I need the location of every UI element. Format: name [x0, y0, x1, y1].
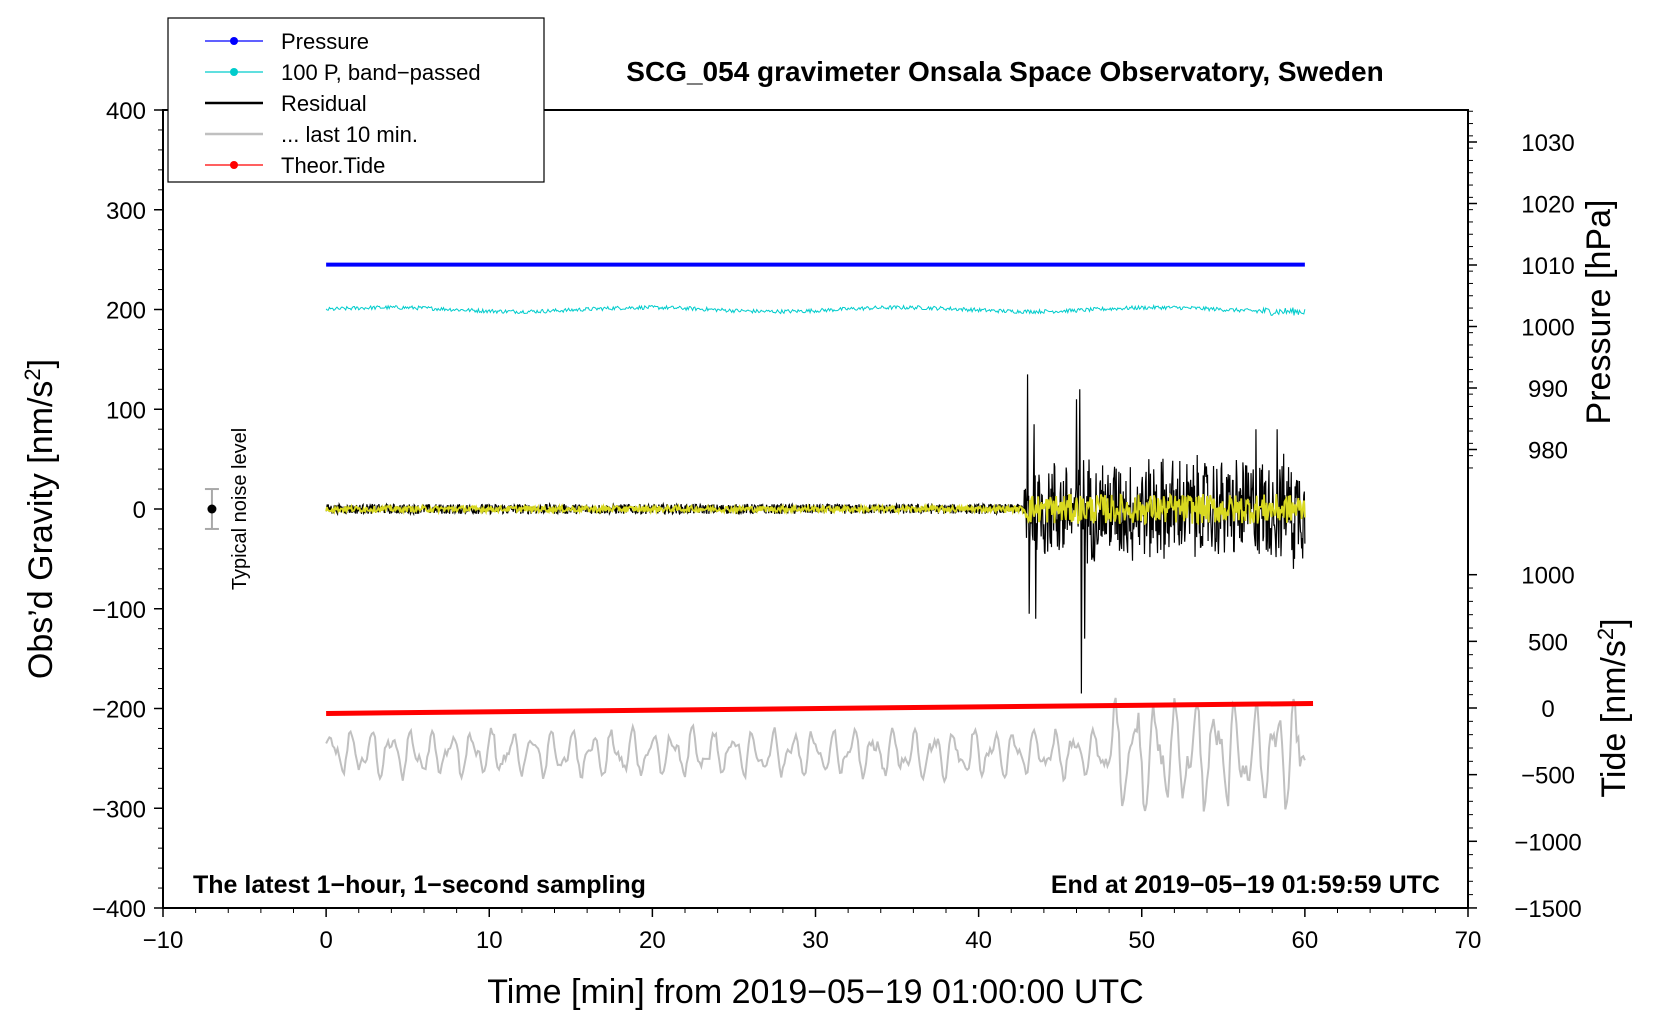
x-tick-label: 50: [1128, 927, 1155, 954]
pressure-tick-label: 1010: [1521, 253, 1574, 280]
y-tick-label: 300: [106, 198, 146, 225]
series-residual: [325, 374, 1306, 694]
pressure-axis-label: Pressure [hPa]: [1580, 200, 1618, 425]
label-suffix: ]: [22, 359, 60, 368]
legend-box: [167, 17, 545, 183]
tide-axis-label: Tide [nm/s2]: [1593, 618, 1634, 797]
tide-tick-label: −1500: [1514, 896, 1581, 923]
legend-marker: [230, 161, 238, 169]
y-axis-label: Obs’d Gravity [nm/s2]: [20, 359, 61, 679]
series-residual-smoothed: [325, 492, 1306, 526]
tide-tick-label: 0: [1541, 696, 1554, 723]
legend: Pressure 100 P, band−passed Residual ... la…: [167, 17, 545, 183]
y-tick-label: −100: [92, 597, 146, 624]
legend-label: 100 P, band−passed: [281, 60, 481, 85]
tide-tick-label: −1000: [1514, 829, 1581, 856]
label-superscript: 2: [1593, 628, 1618, 640]
y-tick-label: 400: [106, 98, 146, 125]
y-tick-label: 100: [106, 397, 146, 424]
pressure-tick-label: 1020: [1521, 192, 1574, 219]
label-superscript: 2: [20, 368, 45, 380]
sampling-note: The latest 1−hour, 1−second sampling: [193, 871, 646, 899]
label-suffix: ]: [1595, 618, 1633, 627]
x-tick-label: 70: [1455, 927, 1482, 954]
legend-label: Pressure: [281, 29, 369, 54]
legend-marker: [230, 68, 238, 76]
pressure-tick-label: 990: [1528, 376, 1568, 403]
legend-label: Theor.Tide: [281, 153, 385, 178]
x-tick-label: 30: [802, 927, 829, 954]
noise-bar-dot: [207, 504, 217, 514]
axes-layer: −10 0 10 20 30 40 50 60 704003002001000−100−200−…: [92, 98, 1582, 954]
legend-label: Residual: [281, 91, 367, 116]
legend-label: ... last 10 min.: [281, 122, 418, 147]
tide-tick-label: 500: [1528, 629, 1568, 656]
tide-tick-label: −500: [1521, 763, 1575, 790]
x-tick-label: 10: [476, 927, 503, 954]
y-tick-label: −300: [92, 796, 146, 823]
pressure-tick-label: 1000: [1521, 315, 1574, 342]
noise-level-indicator: Typical noise level: [204, 428, 251, 590]
chart-title: SCG_054 gravimeter Onsala Space Observat…: [626, 56, 1383, 87]
pressure-tick-label: 1030: [1521, 130, 1574, 157]
label-base: Obs’d Gravity [nm/s: [22, 381, 60, 680]
x-tick-label: 40: [965, 927, 992, 954]
tide-tick-label: 1000: [1521, 563, 1574, 590]
end-time-note: End at 2019−05−19 01:59:59 UTC: [1051, 871, 1440, 899]
y-tick-label: −400: [92, 896, 146, 923]
label-base: Tide [nm/s: [1595, 640, 1633, 797]
y-tick-label: −200: [92, 697, 146, 724]
x-tick-label: 60: [1292, 927, 1319, 954]
series-layer: [325, 262, 1314, 812]
series-theor-tide: [326, 701, 1314, 716]
series-band-passed-pressure: [325, 303, 1306, 316]
x-tick-label: 20: [639, 927, 666, 954]
y-tick-label: 200: [106, 298, 146, 325]
y-tick-label: 0: [133, 497, 146, 524]
x-tick-label: −10: [143, 927, 184, 954]
series-last-10-min: [325, 697, 1306, 812]
pressure-tick-label: 980: [1528, 438, 1568, 465]
noise-level-label: Typical noise level: [229, 428, 251, 590]
x-axis-label: Time [min] from 2019−05−19 01:00:00 UTC: [487, 973, 1143, 1011]
legend-marker: [230, 37, 238, 45]
x-tick-label: 0: [319, 927, 332, 954]
